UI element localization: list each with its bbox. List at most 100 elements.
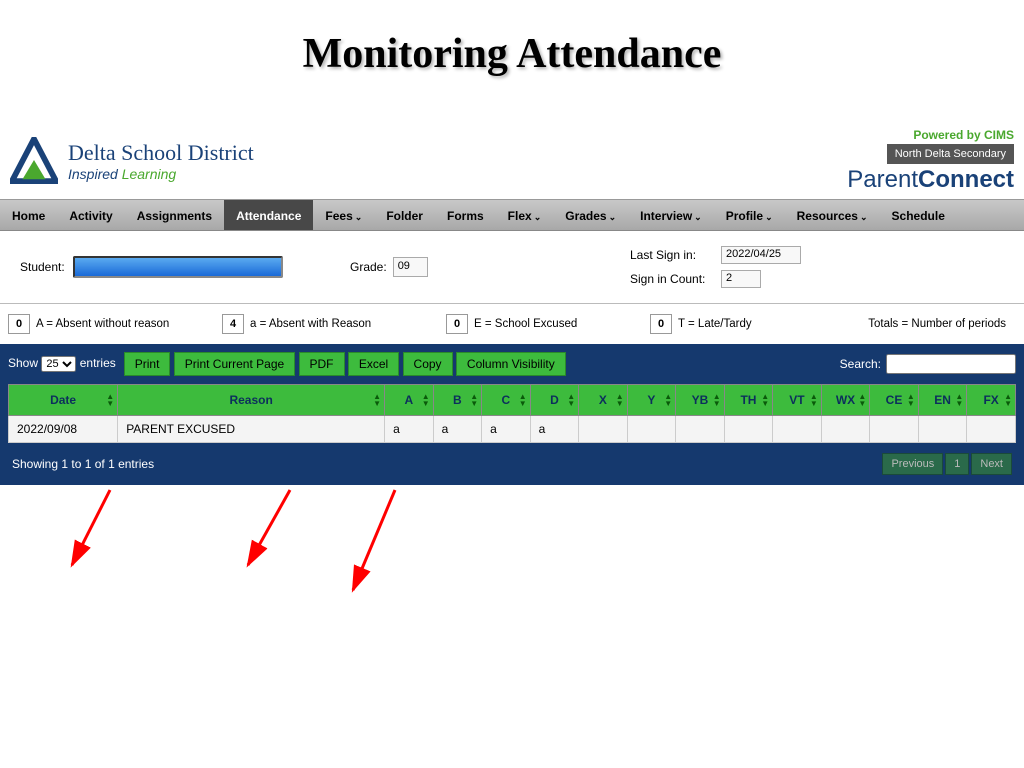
legend-text: a = Absent with Reason <box>250 318 371 330</box>
parent-connect-brand: ParentConnect <box>847 166 1014 194</box>
col-b[interactable]: B▲▼ <box>433 385 482 416</box>
nav-bar: HomeActivityAssignmentsAttendanceFees⌄Fo… <box>0 199 1024 231</box>
table-container: Show 25 entries Print Print Current Page… <box>0 344 1024 485</box>
sort-icon: ▲▼ <box>664 393 672 407</box>
nav-home[interactable]: Home <box>0 200 57 230</box>
table-cell <box>870 416 919 443</box>
nav-schedule[interactable]: Schedule <box>880 200 957 230</box>
legend-item: 0T = Late/Tardy <box>650 314 840 334</box>
slide-title: Monitoring Attendance <box>0 0 1024 128</box>
nav-flex[interactable]: Flex⌄ <box>496 200 554 230</box>
table-row: 2022/09/08PARENT EXCUSEDaaaa <box>9 416 1016 443</box>
nav-grades[interactable]: Grades⌄ <box>553 200 628 230</box>
col-d[interactable]: D▲▼ <box>530 385 579 416</box>
pagination: Previous1Next <box>882 453 1012 475</box>
col-a[interactable]: A▲▼ <box>385 385 434 416</box>
nav-interview[interactable]: Interview⌄ <box>628 200 714 230</box>
print-button[interactable]: Print <box>124 352 171 376</box>
legend-count: 4 <box>222 314 244 334</box>
col-c[interactable]: C▲▼ <box>482 385 531 416</box>
legend-row: 0 A = Absent without reason 4 a = Absent wi… <box>0 304 1024 344</box>
nav-assignments[interactable]: Assignments <box>125 200 224 230</box>
page-next[interactable]: Next <box>971 453 1012 475</box>
legend-count: 0 <box>8 314 30 334</box>
excel-button[interactable]: Excel <box>348 352 399 376</box>
sort-icon: ▲▼ <box>422 393 430 407</box>
col-vt[interactable]: VT▲▼ <box>773 385 822 416</box>
table-cell <box>918 416 967 443</box>
table-cell: a <box>482 416 531 443</box>
nav-fees[interactable]: Fees⌄ <box>313 200 374 230</box>
last-signin-label: Last Sign in: <box>630 248 715 262</box>
nav-attendance[interactable]: Attendance <box>224 200 313 230</box>
column-visibility-button[interactable]: Column Visibility <box>456 352 566 376</box>
sort-icon: ▲▼ <box>761 393 769 407</box>
right-header: Powered by CIMS North Delta Secondary Pa… <box>847 128 1014 194</box>
table-cell <box>676 416 725 443</box>
col-en[interactable]: EN▲▼ <box>918 385 967 416</box>
legend-count: 0 <box>650 314 672 334</box>
table-cell: a <box>433 416 482 443</box>
table-footer: Showing 1 to 1 of 1 entries Previous1Nex… <box>8 443 1016 477</box>
copy-button[interactable]: Copy <box>403 352 453 376</box>
search-input[interactable] <box>886 354 1016 374</box>
district-logo-icon <box>10 137 58 185</box>
nav-folder[interactable]: Folder <box>374 200 435 230</box>
table-cell <box>627 416 676 443</box>
student-info-row: Student: Grade: 09 Last Sign in: 2022/04… <box>0 231 1024 298</box>
search-label: Search: <box>840 357 881 371</box>
table-cell: a <box>530 416 579 443</box>
last-signin-value: 2022/04/25 <box>721 246 801 264</box>
signin-count-label: Sign in Count: <box>630 272 715 286</box>
legend-text: A = Absent without reason <box>36 318 169 330</box>
controls-row: Show 25 entries Print Print Current Page… <box>8 352 1016 376</box>
sort-icon: ▲▼ <box>519 393 527 407</box>
col-th[interactable]: TH▲▼ <box>724 385 773 416</box>
table-cell <box>579 416 628 443</box>
col-reason[interactable]: Reason▲▼ <box>118 385 385 416</box>
show-entries: Show 25 entries <box>8 356 116 372</box>
col-x[interactable]: X▲▼ <box>579 385 628 416</box>
attendance-table: Date▲▼Reason▲▼A▲▼B▲▼C▲▼D▲▼X▲▼Y▲▼YB▲▼TH▲▼… <box>8 384 1016 443</box>
sort-icon: ▲▼ <box>373 393 381 407</box>
legend-item: 0E = School Excused <box>446 314 636 334</box>
legend-count: 0 <box>446 314 468 334</box>
nav-activity[interactable]: Activity <box>57 200 124 230</box>
table-cell <box>724 416 773 443</box>
col-y[interactable]: Y▲▼ <box>627 385 676 416</box>
table-cell: PARENT EXCUSED <box>118 416 385 443</box>
nav-profile[interactable]: Profile⌄ <box>714 200 785 230</box>
sort-icon: ▲▼ <box>470 393 478 407</box>
sort-icon: ▲▼ <box>1004 393 1012 407</box>
table-cell: 2022/09/08 <box>9 416 118 443</box>
col-fx[interactable]: FX▲▼ <box>967 385 1016 416</box>
col-wx[interactable]: WX▲▼ <box>821 385 870 416</box>
nav-forms[interactable]: Forms <box>435 200 496 230</box>
table-cell <box>967 416 1016 443</box>
col-date[interactable]: Date▲▼ <box>9 385 118 416</box>
table-cell <box>773 416 822 443</box>
grade-label: Grade: <box>350 260 387 274</box>
district-name: Delta School District <box>68 140 254 166</box>
legend-item: 4 a = Absent with Reason <box>222 314 432 334</box>
district-tagline: Inspired Learning <box>68 166 254 182</box>
header-row: Delta School District Inspired Learning … <box>0 128 1024 199</box>
powered-by: Powered by CIMS <box>847 128 1014 142</box>
nav-resources[interactable]: Resources⌄ <box>785 200 880 230</box>
sort-icon: ▲▼ <box>907 393 915 407</box>
district-logo-block: Delta School District Inspired Learning <box>10 137 254 185</box>
table-cell: a <box>385 416 434 443</box>
col-ce[interactable]: CE▲▼ <box>870 385 919 416</box>
grade-value: 09 <box>393 257 428 277</box>
page-previous[interactable]: Previous <box>882 453 943 475</box>
entries-select[interactable]: 25 <box>41 356 76 372</box>
pdf-button[interactable]: PDF <box>299 352 345 376</box>
student-select[interactable] <box>73 256 283 278</box>
col-yb[interactable]: YB▲▼ <box>676 385 725 416</box>
page-1[interactable]: 1 <box>945 453 969 475</box>
showing-text: Showing 1 to 1 of 1 entries <box>12 457 154 471</box>
print-current-page-button[interactable]: Print Current Page <box>174 352 295 376</box>
legend-totals: Totals = Number of periods <box>868 318 1006 330</box>
sort-icon: ▲▼ <box>858 393 866 407</box>
sort-icon: ▲▼ <box>616 393 624 407</box>
